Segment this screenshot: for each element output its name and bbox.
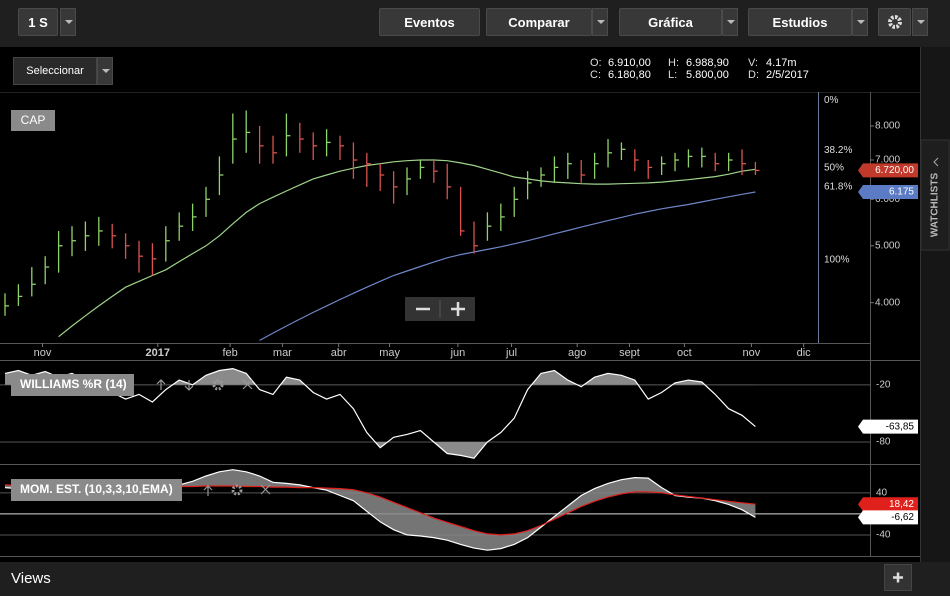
toolbar-button[interactable]: Gráfica	[619, 8, 722, 36]
momentum-shade	[5, 469, 756, 551]
x-tick-label: 2017	[146, 347, 170, 359]
dropdown-caret[interactable]	[722, 8, 738, 36]
toolbar-button[interactable]: Comparar	[486, 8, 592, 36]
dropdown-caret[interactable]	[60, 8, 76, 36]
price-tag	[858, 184, 918, 199]
y-tick-label: -80	[876, 437, 891, 448]
price-tag-label: 6.175	[889, 187, 914, 198]
dropdown-caret[interactable]	[912, 8, 928, 36]
quote-value: 4.17m	[766, 57, 797, 69]
study-label[interactable]: WILLIAMS %R (14)	[20, 377, 127, 391]
quote-value: 2/5/2017	[766, 69, 809, 81]
watchlist-arrow	[933, 157, 939, 167]
x-tick-label: nov	[743, 347, 761, 359]
quote-label: V:	[748, 57, 758, 69]
fib-label: 61.8%	[824, 181, 852, 192]
quote-label: D:	[748, 69, 759, 81]
plus-icon	[893, 572, 903, 583]
toolbar: 1 S Eventos Comparar Gráfica Estudios	[0, 0, 950, 47]
x-tick-label: abr	[331, 347, 347, 359]
quote-label: O:	[590, 57, 602, 69]
dropdown-caret[interactable]	[592, 8, 608, 36]
dropdown-caret[interactable]	[97, 57, 113, 85]
zoom-controls	[405, 297, 475, 321]
study-box[interactable]	[11, 479, 182, 501]
x-tick-label: jun	[450, 347, 466, 359]
study-icons[interactable]	[156, 379, 271, 496]
x-tick-label: may	[379, 347, 400, 359]
y-tick-label: -20	[876, 379, 891, 390]
quote-value: 6.910,00	[608, 57, 651, 69]
price-layer: 4.000 5.000 6.000 7.000 8.000 nov 2017 feb mar ab…	[4, 95, 918, 359]
quote-label: H:	[668, 57, 679, 69]
price-tag	[858, 419, 918, 434]
y-tick-label: 5.000	[875, 240, 900, 251]
y-tick-label: -40	[876, 530, 891, 541]
price-tag-label: 6.720,00	[875, 165, 914, 176]
moving-average	[58, 159, 756, 338]
interval-button[interactable]: 1 S	[18, 8, 58, 36]
y-tick-label: 8.000	[875, 121, 900, 132]
price-tag	[858, 510, 918, 525]
quote-label: C:	[590, 69, 601, 81]
quote-value: 5.800,00	[686, 69, 729, 81]
quote-label: L:	[668, 69, 678, 81]
x-tick-label: oct	[677, 347, 692, 359]
toolbar-button[interactable]: Eventos	[379, 8, 480, 36]
quote-value: 6.180,80	[608, 69, 651, 81]
study-box[interactable]	[11, 374, 134, 396]
x-tick-label: sept	[619, 347, 640, 359]
x-tick-label: mar	[273, 347, 292, 359]
williams-layer: -20 -80 -63,85	[0, 367, 918, 459]
price-tag-label: -63,85	[886, 421, 915, 432]
x-tick-label: ago	[568, 347, 586, 359]
footer: Views	[0, 562, 950, 596]
williams-line	[4, 367, 756, 459]
x-tick-label: nov	[34, 347, 52, 359]
zoom-in[interactable]	[451, 302, 465, 316]
watchlist-tab[interactable]	[920, 139, 950, 251]
quote-value: 6.988,90	[686, 57, 729, 69]
overbought-shade	[375, 442, 488, 459]
fib-label: 0%	[824, 95, 839, 106]
symbol-label[interactable]: CAP	[21, 113, 46, 127]
x-tick-label: feb	[222, 347, 237, 359]
watchlist-label[interactable]: WATCHLISTS	[930, 173, 941, 238]
y-tick-label: 40	[876, 487, 888, 498]
add-view-button[interactable]	[884, 564, 912, 591]
price-tag	[858, 497, 918, 512]
x-tick-label: dic	[797, 347, 812, 359]
price-tag-label: 18,42	[889, 499, 914, 510]
y-tick-label: 4.000	[875, 297, 900, 308]
x-tick-label: jul	[505, 347, 517, 359]
fib-label: 38.2%	[824, 145, 852, 156]
sidebar-bg	[920, 47, 950, 562]
fib-label: 100%	[824, 255, 850, 266]
gear-icon	[887, 15, 902, 29]
select-box[interactable]: Seleccionar	[13, 57, 97, 85]
dropdown-caret[interactable]	[852, 8, 868, 36]
toolbar-button[interactable]: Estudios	[748, 8, 852, 36]
views-label[interactable]: Views	[11, 570, 51, 587]
price-tag-label: -6,62	[891, 512, 914, 523]
moving-average	[259, 191, 756, 341]
fib-label: 50%	[824, 162, 844, 173]
y-tick-label: 7.000	[875, 155, 900, 166]
study-label[interactable]: MOM. EST. (10,3,3,10,EMA)	[20, 482, 173, 496]
y-tick-label: 6.000	[875, 194, 900, 205]
settings-button[interactable]	[878, 8, 911, 36]
symbol-box[interactable]	[11, 110, 55, 131]
price-tag	[858, 163, 918, 178]
